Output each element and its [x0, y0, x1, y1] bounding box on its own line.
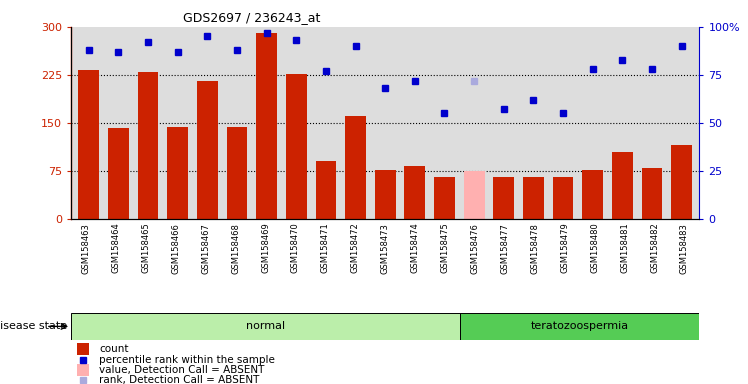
Text: disease state: disease state [0, 321, 67, 331]
Text: GSM158463: GSM158463 [82, 223, 91, 273]
Text: GSM158481: GSM158481 [620, 223, 629, 273]
Bar [553, 177, 574, 219]
Text: GSM158482: GSM158482 [650, 223, 659, 273]
Bar [79, 70, 99, 219]
Text: GSM158470: GSM158470 [291, 223, 300, 273]
Text: GSM158483: GSM158483 [680, 223, 689, 273]
Bar [286, 74, 307, 219]
Text: GSM158468: GSM158468 [231, 223, 240, 273]
Bar [671, 145, 692, 219]
Bar [71, 313, 460, 340]
Bar [460, 313, 699, 340]
Text: value, Detection Call = ABSENT: value, Detection Call = ABSENT [99, 365, 265, 375]
Text: GSM158466: GSM158466 [171, 223, 180, 273]
Text: GSM158473: GSM158473 [381, 223, 390, 273]
Bar [405, 166, 425, 219]
Text: GSM158472: GSM158472 [351, 223, 360, 273]
Bar [108, 128, 129, 219]
Text: GDS2697 / 236243_at: GDS2697 / 236243_at [183, 12, 321, 25]
Bar [77, 343, 89, 355]
Bar [612, 152, 633, 219]
Text: GSM158475: GSM158475 [441, 223, 450, 273]
Text: normal: normal [246, 321, 285, 331]
Text: rank, Detection Call = ABSENT: rank, Detection Call = ABSENT [99, 375, 260, 384]
Bar [197, 81, 218, 219]
Bar [642, 168, 662, 219]
Bar [375, 170, 396, 219]
Bar [523, 177, 544, 219]
Text: GSM158474: GSM158474 [411, 223, 420, 273]
Text: GSM158478: GSM158478 [530, 223, 539, 273]
Bar [257, 33, 277, 219]
Text: GSM158476: GSM158476 [470, 223, 479, 273]
Bar [434, 177, 455, 219]
Bar [316, 161, 337, 219]
Text: teratozoospermia: teratozoospermia [530, 321, 629, 331]
Bar [138, 72, 159, 219]
Text: GSM158465: GSM158465 [141, 223, 150, 273]
Text: GSM158469: GSM158469 [261, 223, 270, 273]
Text: GSM158477: GSM158477 [500, 223, 509, 273]
Text: GSM158479: GSM158479 [560, 223, 569, 273]
Text: GSM158480: GSM158480 [590, 223, 599, 273]
Bar [582, 170, 603, 219]
Bar [346, 116, 366, 219]
Text: GSM158467: GSM158467 [201, 223, 210, 273]
Text: GSM158464: GSM158464 [111, 223, 120, 273]
Bar [227, 127, 248, 219]
Text: GSM158471: GSM158471 [321, 223, 330, 273]
Text: count: count [99, 344, 129, 354]
Bar [494, 177, 514, 219]
Text: percentile rank within the sample: percentile rank within the sample [99, 355, 275, 365]
Bar [168, 127, 188, 219]
Bar [77, 364, 89, 376]
Bar [464, 171, 485, 219]
